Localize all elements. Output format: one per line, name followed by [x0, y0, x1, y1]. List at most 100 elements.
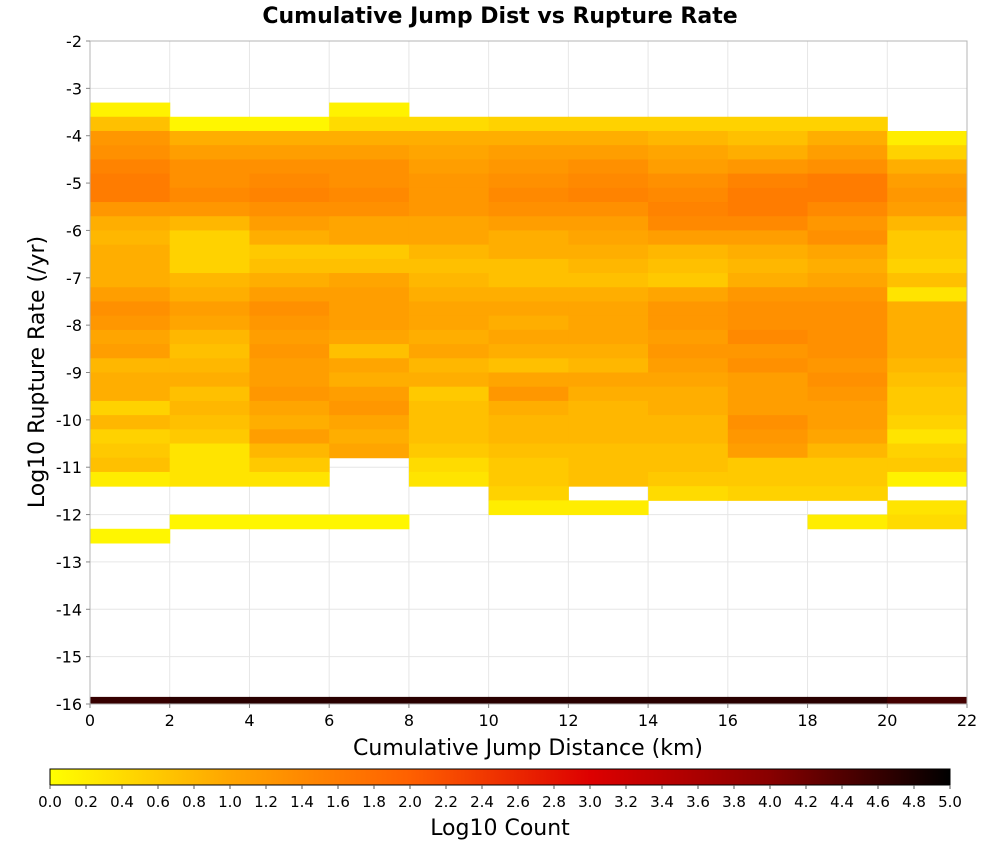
- heatmap-cell: [488, 400, 569, 416]
- heatmap-cell: [169, 372, 250, 388]
- heatmap-cell: [648, 344, 729, 359]
- heatmap-cell: [169, 443, 250, 459]
- heatmap-cell: [648, 443, 729, 459]
- y-axis-ticks: -2 -3 -4 -5 -6 -7 -8 -9 -10 -11 -12 -13 -14 -15 -16: [56, 32, 90, 714]
- heatmap-cell: [90, 415, 171, 430]
- heatmap-cell: [169, 187, 250, 203]
- heatmap-cell: [807, 344, 888, 359]
- heatmap-cell: [249, 471, 330, 487]
- heatmap-cell: [648, 471, 729, 487]
- heatmap-cell-bottom: [727, 696, 809, 704]
- y-tick-label: -6: [66, 221, 82, 240]
- heatmap-cell: [90, 429, 171, 445]
- heatmap-cell: [887, 173, 968, 189]
- x-axis-ticks: 0 2 4 6 8 10 12 14 16 18 20 22: [85, 704, 977, 730]
- x-tick-label: 12: [558, 711, 578, 730]
- heatmap-cell: [329, 202, 410, 217]
- heatmap-cell: [90, 386, 171, 402]
- heatmap-cell: [887, 315, 968, 331]
- heatmap-cell: [329, 244, 410, 260]
- heatmap-cell: [727, 287, 809, 302]
- heatmap-cell: [648, 329, 729, 345]
- heatmap-cell: [568, 130, 649, 146]
- heatmap-cell: [887, 500, 968, 516]
- heatmap-cell: [648, 486, 729, 501]
- heatmap-cell: [90, 145, 171, 160]
- y-tick-label: -15: [56, 648, 82, 667]
- heatmap-cell: [887, 187, 968, 203]
- x-tick-label: 6: [324, 711, 334, 730]
- chart-title: Cumulative Jump Dist vs Rupture Rate: [262, 4, 737, 29]
- heatmap-cell-bottom: [488, 696, 569, 704]
- heatmap-cell: [408, 457, 490, 473]
- heatmap-cell: [488, 202, 569, 217]
- heatmap-cell: [488, 344, 569, 359]
- heatmap-cell: [727, 130, 809, 146]
- heatmap-cell: [329, 187, 410, 203]
- y-tick-label: -14: [56, 600, 82, 619]
- heatmap-cell: [249, 514, 330, 530]
- colorbar-tick-label: 4.0: [758, 793, 782, 811]
- heatmap-cell: [648, 287, 729, 302]
- heatmap-cell: [90, 187, 171, 203]
- heatmap-cell: [648, 301, 729, 317]
- heatmap-cell: [568, 301, 649, 317]
- heatmap-cell: [249, 287, 330, 302]
- heatmap-cell: [329, 372, 410, 388]
- heatmap-cell: [648, 187, 729, 203]
- heatmap-cell: [568, 415, 649, 430]
- heatmap-cell: [408, 273, 490, 288]
- colorbar-tick-label: 3.0: [578, 793, 602, 811]
- heatmap-cell: [648, 173, 729, 189]
- x-tick-label: 2: [165, 711, 175, 730]
- heatmap-cell: [488, 315, 569, 331]
- heatmap-cell: [727, 173, 809, 189]
- heatmap-cell: [648, 244, 729, 260]
- heatmap-cell: [90, 457, 171, 473]
- heatmap-cell: [727, 258, 809, 274]
- y-tick-label: -12: [56, 506, 82, 525]
- x-tick-label: 10: [478, 711, 498, 730]
- heatmap-cell: [169, 273, 250, 288]
- heatmap-cell: [648, 429, 729, 445]
- heatmap-cell: [169, 344, 250, 359]
- heatmap-cell: [169, 287, 250, 302]
- heatmap-cell: [488, 258, 569, 274]
- heatmap-cell: [488, 415, 569, 430]
- heatmap-cell: [249, 273, 330, 288]
- heatmap-cell: [169, 116, 250, 132]
- x-tick-label: 8: [404, 711, 414, 730]
- heatmap-cell: [887, 514, 968, 530]
- x-tick-label: 18: [797, 711, 817, 730]
- heatmap-cell: [807, 315, 888, 331]
- heatmap-cell: [887, 130, 968, 146]
- heatmap-cell: [488, 159, 569, 175]
- heatmap-cell: [648, 216, 729, 231]
- heatmap-cell: [807, 173, 888, 189]
- colorbar-tick-label: 4.6: [866, 793, 890, 811]
- colorbar-label: Log10 Count: [430, 816, 570, 841]
- heatmap-cell: [648, 273, 729, 288]
- colorbar-tick-label: 4.4: [830, 793, 854, 811]
- heatmap-cell: [249, 159, 330, 175]
- y-tick-label: -9: [66, 364, 82, 383]
- heatmap-cell: [90, 216, 171, 231]
- heatmap-cell: [488, 301, 569, 317]
- heatmap-cell: [169, 415, 250, 430]
- x-tick-label: 0: [85, 711, 95, 730]
- heatmap-cell: [887, 273, 968, 288]
- colorbar-tick-label: 1.8: [362, 793, 386, 811]
- heatmap-cell-bottom: [90, 696, 171, 704]
- heatmap-cell: [249, 244, 330, 260]
- heatmap-cell: [90, 400, 171, 416]
- y-tick-label: -7: [66, 269, 82, 288]
- colorbar-tick-label: 2.4: [470, 793, 494, 811]
- heatmap-cell: [568, 159, 649, 175]
- heatmap-cell: [568, 287, 649, 302]
- heatmap-cell: [568, 443, 649, 459]
- heatmap-cell-bottom: [329, 696, 410, 704]
- colorbar-tick-label: 2.8: [542, 793, 566, 811]
- heatmap-cell: [488, 273, 569, 288]
- heatmap-cell: [90, 344, 171, 359]
- x-tick-label: 20: [877, 711, 897, 730]
